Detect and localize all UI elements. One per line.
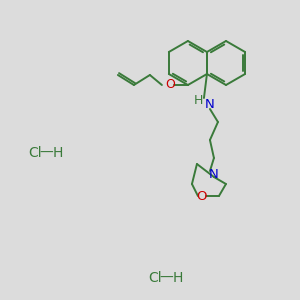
Text: —: — — [39, 146, 53, 160]
Text: O: O — [197, 190, 207, 203]
Text: H: H — [193, 94, 203, 106]
Text: N: N — [209, 169, 219, 182]
Text: O: O — [165, 79, 175, 92]
Text: Cl: Cl — [28, 146, 42, 160]
Text: H: H — [53, 146, 63, 160]
Text: Cl: Cl — [148, 271, 162, 285]
Text: N: N — [205, 98, 215, 110]
Text: H: H — [173, 271, 183, 285]
Text: —: — — [159, 271, 173, 285]
